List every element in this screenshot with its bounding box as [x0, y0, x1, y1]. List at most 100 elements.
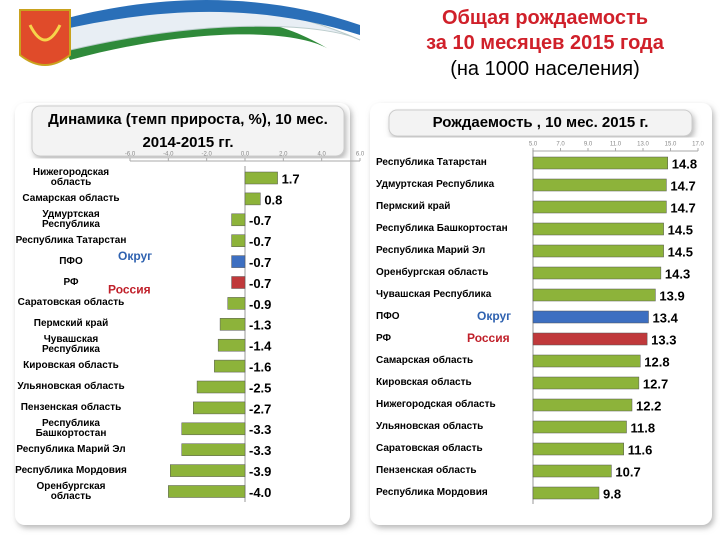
category-label: Удмуртская Республика — [376, 179, 495, 190]
value-label: 14.3 — [665, 266, 690, 281]
bar — [532, 178, 667, 192]
category-label: Пензенская область — [20, 401, 122, 413]
value-label: 10.7 — [615, 464, 640, 479]
value-label: 13.4 — [653, 310, 679, 325]
panel-header — [388, 109, 693, 137]
value-label: 14.7 — [670, 178, 695, 193]
ribbon — [60, 0, 360, 35]
bar — [244, 192, 261, 206]
bar — [532, 464, 612, 478]
value-label: -0.7 — [249, 213, 271, 228]
annotation: Округ — [118, 249, 152, 263]
bar — [532, 354, 641, 368]
bar — [168, 485, 246, 498]
panel-header — [31, 105, 345, 157]
x-tick-label: 13.0 — [637, 142, 649, 148]
bar — [231, 276, 246, 289]
x-tick-label: 5.0 — [529, 142, 538, 148]
category-label: РФ — [63, 276, 79, 288]
category-label: Оренбургская область — [376, 267, 489, 278]
bar — [219, 318, 246, 331]
category-label: Ульяновская область — [376, 421, 484, 432]
value-label: -0.7 — [249, 276, 271, 291]
bar — [231, 255, 246, 268]
x-tick-label: 6.0 — [356, 152, 365, 158]
category-label: Республика Татарстан — [15, 234, 127, 246]
value-label: 14.5 — [668, 244, 693, 259]
value-label: 14.5 — [668, 222, 693, 237]
panel-title: Динамика (темп прироста, %), 10 мес. 201… — [48, 111, 328, 151]
category-label: Республика Башкортостан — [376, 223, 508, 234]
category-label: Нижегородская область — [32, 167, 110, 188]
value-label: -1.4 — [249, 339, 272, 354]
title: Общая рождаемость — [441, 7, 649, 29]
subtitle: за 10 месяцев 2015 года — [426, 32, 664, 54]
category-label: Нижегородская область — [376, 399, 496, 410]
bar — [227, 297, 246, 310]
value-label: 9.8 — [603, 486, 621, 501]
x-tick-label: -6.0 — [125, 152, 136, 158]
value-label: 12.8 — [644, 354, 669, 369]
coat-of-arms — [28, 24, 62, 42]
coat-of-arms — [19, 9, 71, 66]
x-tick-label: 0.0 — [241, 152, 250, 158]
annotation: Округ — [477, 309, 511, 323]
category-label: Пермский край — [376, 201, 451, 212]
x-tick-label: 7.0 — [556, 142, 565, 148]
bar — [214, 359, 246, 373]
category-label: Пензенская область — [376, 465, 477, 476]
category-label: Республика Марий Эл — [16, 443, 126, 455]
category-label: Республика Марий Эл — [376, 245, 486, 256]
category-label: Саратовская область — [17, 297, 125, 309]
value-label: -0.9 — [249, 297, 271, 312]
bar — [193, 401, 246, 415]
value-label: 12.7 — [643, 376, 668, 391]
bar — [532, 332, 648, 346]
value-label: 14.7 — [670, 200, 695, 215]
category-label: Самарская область — [376, 355, 474, 366]
bar — [532, 266, 662, 280]
category-label: Саратовская область — [376, 443, 483, 454]
bar — [532, 398, 633, 412]
bar — [532, 200, 667, 214]
panel-title: Рождаемость , 10 мес. 2015 г. — [432, 114, 649, 131]
bar — [532, 442, 624, 456]
category-label: РФ — [376, 333, 392, 344]
bar — [532, 486, 600, 500]
value-label: 11.6 — [628, 442, 653, 457]
value-label: -3.3 — [249, 443, 271, 458]
x-tick-label: 9.0 — [584, 142, 593, 148]
value-label: 11.8 — [631, 420, 656, 435]
category-label: Чувашская Республика — [41, 334, 100, 356]
category-label: Оренбургская область — [36, 480, 106, 502]
bar — [181, 443, 246, 456]
x-tick-label: -4.0 — [163, 152, 174, 158]
value-label: 14.8 — [672, 156, 697, 171]
category-label: Республика Мордовия — [15, 464, 127, 476]
bar — [532, 376, 640, 390]
bar — [532, 244, 664, 258]
panel — [15, 103, 350, 525]
bar — [532, 288, 656, 302]
bar — [532, 222, 664, 236]
value-label: -1.6 — [249, 360, 271, 375]
value-label: -4.0 — [249, 485, 271, 500]
bar — [532, 310, 649, 324]
x-tick-label: 2.0 — [279, 152, 288, 158]
x-tick-label: 11.0 — [610, 142, 622, 148]
x-tick-label: 17.0 — [692, 142, 704, 148]
category-label: Чувашская Республика — [376, 289, 492, 300]
value-label: -1.3 — [249, 318, 271, 333]
x-tick-label: -2.0 — [201, 152, 212, 158]
value-label: -2.5 — [249, 380, 271, 395]
bar — [181, 422, 246, 436]
value-label: -0.7 — [249, 255, 271, 270]
value-label: 1.7 — [282, 171, 300, 186]
value-label: -3.3 — [249, 422, 271, 437]
category-label: ПФО — [376, 311, 400, 322]
category-label: Республика Татарстан — [376, 157, 487, 168]
category-label: Кировская область — [376, 377, 472, 388]
x-tick-label: 4.0 — [317, 152, 326, 158]
